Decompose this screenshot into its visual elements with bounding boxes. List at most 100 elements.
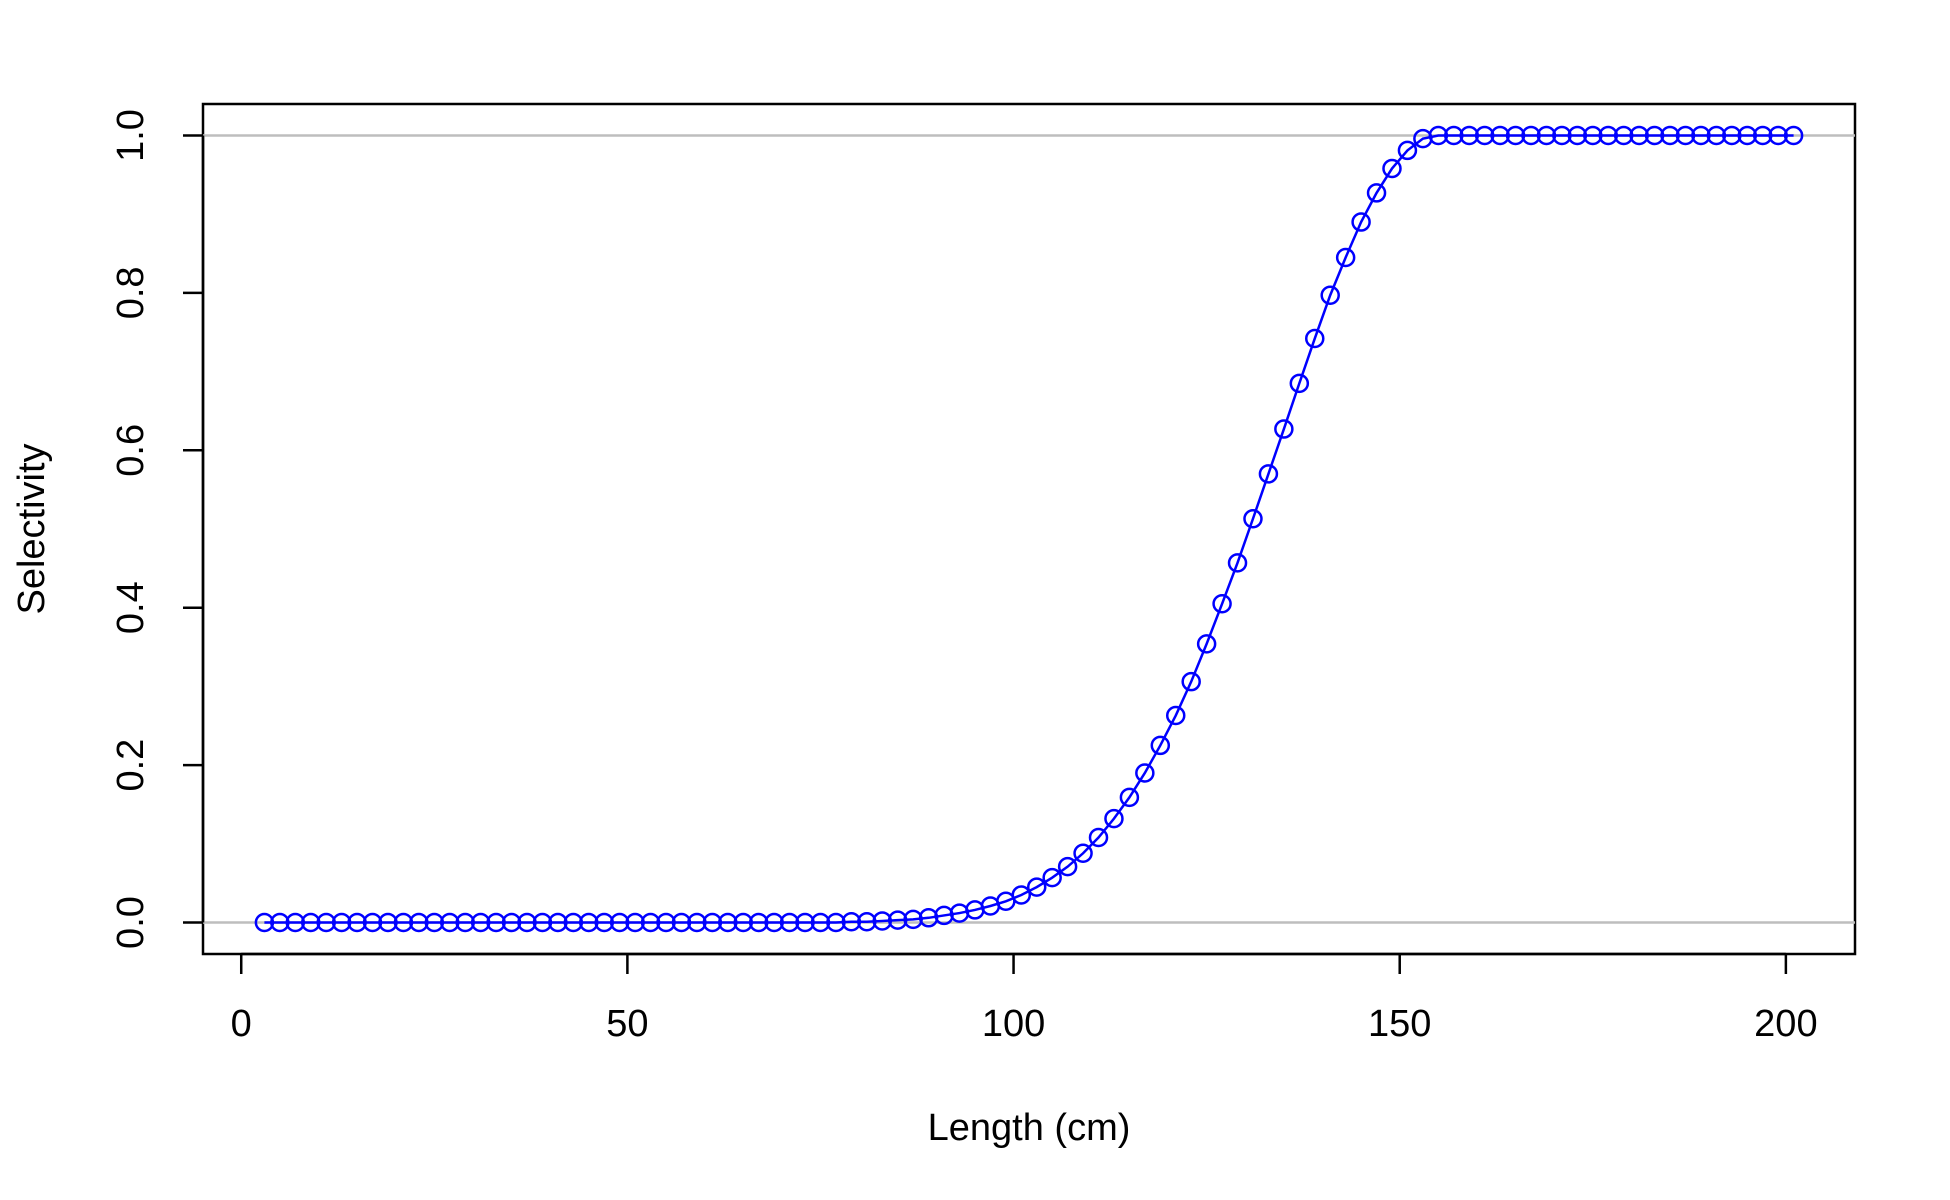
data-point [1660,125,1680,146]
data-point [254,912,275,933]
data-point [1289,373,1310,394]
data-point [1536,125,1557,146]
data-point [1011,885,1032,905]
data-point [733,912,753,933]
data-point [300,912,321,933]
data-point [1459,125,1479,146]
data-point [609,912,630,933]
data-point [594,912,614,933]
data-point [1428,125,1449,146]
data-point [1165,705,1186,726]
data-point [347,912,367,933]
x-axis-label: Length (cm) [928,1107,1131,1149]
data-point [1351,212,1371,232]
data-point [424,912,445,933]
data-point [316,912,336,933]
data-point [1104,808,1124,829]
data-point [1752,125,1773,146]
data-point [1737,125,1758,146]
data-point [362,912,383,933]
data-point [1598,125,1618,146]
data-point [1783,125,1804,146]
data-point [656,912,676,933]
data-point [1722,125,1742,146]
data-point [409,912,429,933]
data-point [625,912,645,933]
data-point [486,912,506,933]
data-point [1382,158,1402,179]
x-tick-label: 150 [1368,1003,1431,1045]
data-point [579,912,599,933]
data-point [826,912,846,933]
data-point [1042,867,1062,888]
data-point [1768,125,1788,146]
data-point [1366,183,1387,203]
data-point [764,912,784,933]
data-point [285,912,306,933]
data-point [455,912,475,933]
data-point [1691,125,1711,146]
data-point [393,912,414,933]
data-point [640,912,661,933]
data-point [1675,125,1696,146]
data-point [779,912,800,933]
y-tick-label: 0.2 [110,739,152,792]
x-tick-label: 100 [982,1003,1045,1045]
x-tick-label: 200 [1754,1003,1817,1045]
data-point [887,910,908,930]
data-point [841,911,862,932]
data-point [548,912,568,933]
data-point [1274,419,1294,439]
data-point [1243,509,1263,529]
y-tick-label: 1.0 [110,109,152,162]
data-point [718,912,738,933]
data-point [1305,328,1325,349]
x-tick-label: 50 [606,1003,648,1045]
data-point [1613,125,1634,146]
data-point [1150,735,1171,756]
data-point [331,912,352,933]
y-tick-label: 0.8 [110,266,152,319]
data-point [1258,464,1279,484]
data-point [1567,125,1588,146]
data-point [1320,285,1340,305]
y-tick-label: 0.6 [110,424,152,477]
data-point [1474,125,1495,146]
data-point [1196,634,1217,654]
data-point [1583,125,1603,146]
data-point [1119,787,1140,808]
x-axis: 0 50 100 150 200 [231,952,1818,1045]
series-line [264,134,1794,924]
data-point [795,912,815,933]
data-point [1490,125,1510,146]
data-point [270,912,290,933]
data-point [1505,125,1526,146]
data-point [872,911,893,931]
data-point [470,912,491,933]
data-point [671,912,692,933]
data-point [1706,125,1727,146]
y-axis-label: Selectivity [11,443,53,614]
series-group [254,125,1804,933]
data-point [517,912,537,933]
reference-lines [203,134,1855,924]
y-axis: 0.0 0.2 0.4 0.6 0.8 1.0 [110,109,205,949]
data-point [857,911,877,932]
data-point [440,912,460,933]
data-point [1026,877,1047,897]
data-point [1057,856,1078,877]
data-point [810,912,831,933]
data-point [501,912,522,933]
data-point [1629,125,1649,146]
data-point [1212,594,1232,614]
data-point [1397,140,1418,161]
data-point [748,912,769,933]
data-point [1644,125,1665,146]
data-point [702,912,723,933]
y-tick-label: 0.4 [110,581,152,634]
data-point [532,912,553,933]
data-point [687,912,707,933]
plot-border [201,102,1857,956]
data-point [1088,827,1109,848]
